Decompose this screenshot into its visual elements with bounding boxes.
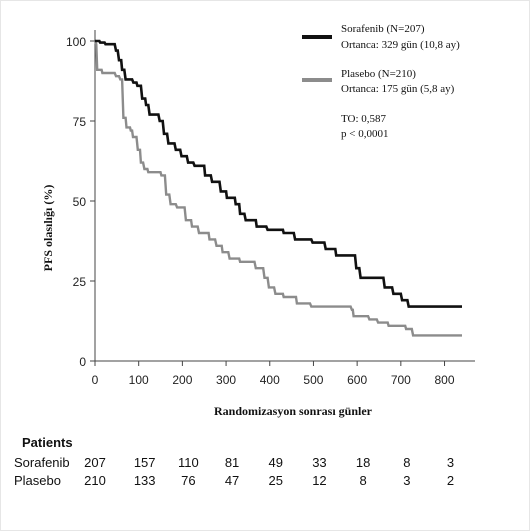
risk-count: 157: [134, 455, 156, 470]
x-tick-label: 800: [435, 373, 455, 387]
risk-row-label-plasebo: Plasebo: [14, 473, 61, 488]
legend-sub-plasebo: Ortanca: 175 gün (5,8 ay): [341, 83, 455, 95]
risk-count: 110: [178, 455, 199, 470]
p-value-annotation: p < 0,0001: [341, 128, 388, 140]
risk-count: 76: [181, 473, 195, 488]
risk-count: 12: [312, 473, 326, 488]
risk-count: 207: [84, 455, 106, 470]
axes: 0 100 200 300 400 500 600 700 800 0 25 50 75 100: [66, 30, 475, 387]
x-tick-label: 100: [129, 373, 149, 387]
risk-count: 210: [84, 473, 106, 488]
y-tick-label: 25: [73, 275, 87, 289]
risk-count: 25: [269, 473, 283, 488]
x-tick-label: 300: [216, 373, 236, 387]
risk-count: 3: [447, 455, 454, 470]
risk-count: 49: [269, 455, 283, 470]
x-tick-label: 200: [172, 373, 192, 387]
risk-count: 47: [225, 473, 239, 488]
risk-count: 8: [360, 473, 367, 488]
risk-row-label-sorafenib: Sorafenib: [14, 455, 70, 470]
risk-count: 133: [134, 473, 156, 488]
risk-count: 8: [403, 455, 410, 470]
risk-count: 81: [225, 455, 239, 470]
risk-count: 2: [447, 473, 454, 488]
plasebo-curve: [93, 40, 462, 337]
y-tick-label: 75: [73, 115, 87, 129]
x-tick-label: 0: [92, 373, 99, 387]
risk-count: 18: [356, 455, 370, 470]
curves: [93, 39, 462, 337]
sorafenib-curve: [95, 39, 462, 308]
x-tick-label: 600: [347, 373, 367, 387]
risk-count: 3: [403, 473, 410, 488]
x-tick-label: 400: [260, 373, 280, 387]
legend: Sorafenib (N=207) Ortanca: 329 gün (10,8…: [302, 23, 460, 140]
y-tick-label: 100: [66, 35, 86, 49]
x-tick-label: 700: [391, 373, 411, 387]
y-axis-title: PFS olasılığı (%): [41, 185, 55, 272]
x-axis-title: Randomizasyon sonrası günler: [214, 404, 373, 418]
legend-sub-sorafenib: Ortanca: 329 gün (10,8 ay): [341, 39, 460, 51]
x-tick-label: 500: [303, 373, 323, 387]
risk-table-header: Patients: [22, 435, 73, 450]
risk-count: 33: [312, 455, 326, 470]
hazard-ratio-annotation: TO: 0,587: [341, 113, 387, 125]
y-tick-label: 50: [73, 195, 87, 209]
legend-label-sorafenib: Sorafenib (N=207): [341, 23, 425, 35]
risk-table: Patients Sorafenib Plasebo 207 157 110 81 49…: [14, 435, 454, 488]
y-tick-label: 0: [79, 355, 86, 369]
legend-label-plasebo: Plasebo (N=210): [341, 68, 416, 80]
